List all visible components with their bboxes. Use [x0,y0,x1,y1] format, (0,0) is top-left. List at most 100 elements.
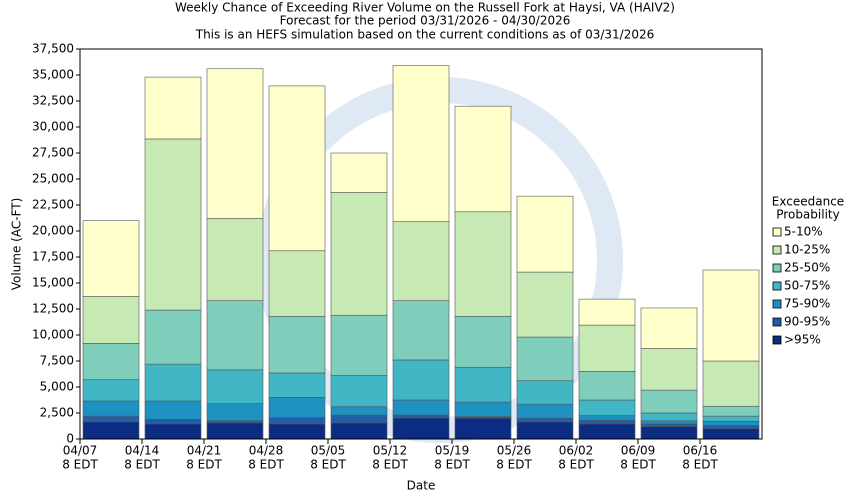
x-tick-label: 05/12 [373,444,408,458]
bar-segment [702,415,760,422]
x-tick-sublabel: 8 EDT [310,458,346,472]
bar-segment [454,105,512,213]
bar-segment [144,76,202,140]
bar-segment [392,414,450,419]
bar-segment [702,428,760,440]
bar-segment [640,348,698,391]
x-tick-sublabel: 8 EDT [496,458,532,472]
y-tick-label: 27,500 [32,146,74,160]
y-tick-label: 30,000 [32,120,74,134]
bar-segment [454,211,512,317]
bar-segment [82,220,140,297]
chart-title: Weekly Chance of Exceeding River Volume … [175,1,675,15]
chart-subtitle: This is an HEFS simulation based on the … [195,28,655,42]
bar-segment [144,309,202,365]
x-tick-sublabel: 8 EDT [434,458,470,472]
y-tick-label: 17,500 [32,250,74,264]
y-tick-label: 35,000 [32,68,74,82]
y-tick-label: 22,500 [32,198,74,212]
legend-swatch [772,317,782,327]
bar-segment [578,371,636,401]
bar-segment [268,85,326,252]
legend-swatch [772,299,782,309]
bar-segment [268,397,326,418]
x-tick-sublabel: 8 EDT [62,458,98,472]
bar-segment [392,359,450,401]
bar-segment [454,315,512,368]
bar-segment [82,400,140,417]
bar-segment [206,300,264,371]
bar-segment [330,314,388,376]
bar-segment [330,192,388,316]
bar-segment [392,65,450,222]
bar-segment [330,422,388,440]
bar-segment [268,423,326,440]
bar-segment [392,399,450,416]
bar-segment [516,380,574,405]
legend-swatch [772,245,782,255]
bar-segment [454,366,512,403]
bar-segment [516,417,574,423]
x-tick-label: 04/21 [187,444,222,458]
bar-segment [268,315,326,374]
bar-segment [206,420,264,424]
x-tick-sublabel: 8 EDT [186,458,222,472]
x-tick-sublabel: 8 EDT [248,458,284,472]
x-tick-label: 06/09 [621,444,656,458]
plot-frame [79,48,763,440]
x-tick-label: 05/05 [311,444,346,458]
bar-segment [578,399,636,416]
y-tick-label: 0 [66,432,74,446]
bar-segment [392,300,450,361]
x-tick-sublabel: 8 EDT [372,458,408,472]
bar-segment [640,412,698,422]
bar-segment [702,269,760,362]
legend-label: 25-50% [784,261,830,275]
legend-title: Exceedance [772,195,844,209]
bar-segment [268,417,326,425]
y-tick-label: 25,000 [32,172,74,186]
y-tick-label: 5,000 [40,380,74,394]
bar-segment [82,421,140,440]
y-tick-label: 7,500 [40,354,74,368]
x-tick-label: 05/19 [435,444,470,458]
x-tick-label: 05/26 [497,444,532,458]
bar-segment [144,418,202,425]
legend-label: 75-90% [784,297,830,311]
bar-segment [206,403,264,422]
bar-segment [702,360,760,407]
bar-segment [640,420,698,425]
bar-segment [82,343,140,381]
x-tick-sublabel: 8 EDT [620,458,656,472]
bar-segment [206,68,264,219]
bar-segment [578,324,636,372]
bar-segment [144,423,202,440]
legend-label: >95% [784,333,821,347]
x-tick-sublabel: 8 EDT [124,458,160,472]
legend-title: Probability [776,208,839,222]
bar-segment [330,414,388,424]
bar-segment [454,417,512,440]
bar-segment [268,372,326,398]
bar-segment [330,375,388,408]
bar-segment [516,195,574,273]
x-tick-label: 04/28 [249,444,284,458]
x-tick-label: 04/14 [125,444,160,458]
bar-segment [578,298,636,326]
bar-segment [702,421,760,426]
bar-segment [82,296,140,344]
x-tick-sublabel: 8 EDT [682,458,718,472]
legend-swatch [772,335,782,345]
legend-label: 5-10% [784,225,823,239]
bar-segment [516,403,574,419]
legend-swatch [772,227,782,237]
x-tick-label: 06/16 [683,444,718,458]
bar-segment [82,379,140,402]
bar-segment [702,425,760,429]
bar-segment [206,369,264,404]
bar-segment [640,389,698,414]
bar-segment [516,421,574,440]
y-tick-label: 32,500 [32,94,74,108]
bar-segment [578,415,636,421]
